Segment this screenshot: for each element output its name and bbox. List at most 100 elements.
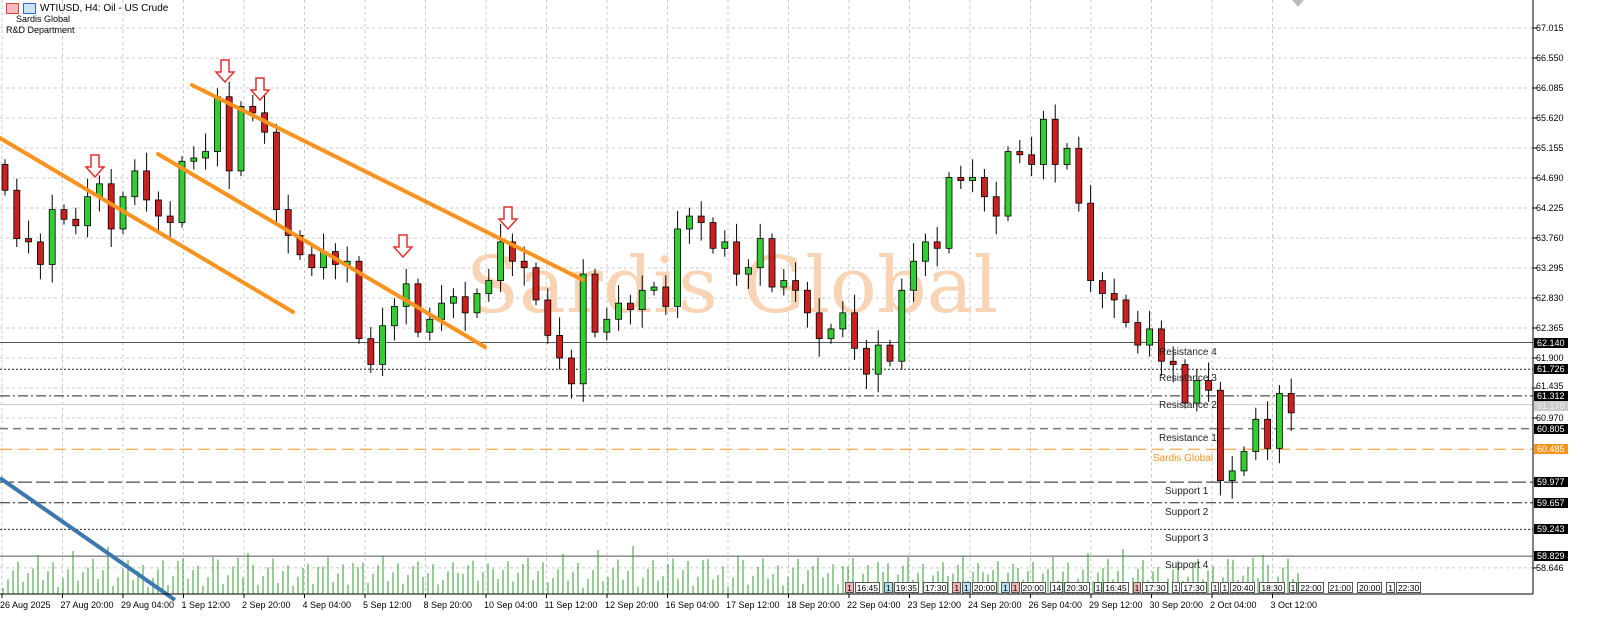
level-label: Resistance 1 [1159, 432, 1217, 444]
candle [497, 223, 505, 293]
candle-body [556, 335, 563, 359]
candle [638, 275, 646, 328]
time-marker[interactable]: 1 17:30 [1171, 582, 1207, 593]
time-marker-flag: 1 [1132, 582, 1142, 593]
time-marker-flag: 1 [884, 582, 893, 593]
time-marker[interactable]: 1 22:00 [1288, 582, 1324, 593]
chart-type-icon[interactable] [23, 3, 36, 14]
level-price-label: 59.977 [1534, 477, 1568, 488]
time-marker[interactable]: 1 22:30 [1386, 582, 1422, 593]
candle [815, 298, 823, 357]
candle-body [237, 105, 245, 172]
candle [556, 317, 563, 370]
candle [1028, 136, 1035, 177]
candle-body [957, 176, 965, 181]
candle-body [804, 289, 811, 314]
time-marker-flag: 1 [1386, 582, 1395, 593]
candle-body [426, 318, 434, 333]
y-tick-label: 60.970 [1536, 413, 1564, 423]
candle-body [568, 357, 575, 385]
level-price-label: 59.243 [1534, 524, 1568, 535]
trendline [190, 83, 585, 282]
indicator-list-icon[interactable] [6, 3, 19, 14]
candle-body [933, 241, 941, 249]
candle [461, 281, 469, 331]
blue-trendline [0, 476, 177, 602]
candle [863, 339, 870, 389]
y-tick-label: 64.225 [1536, 203, 1564, 213]
candle-body [355, 260, 363, 340]
x-tick-label: 22 Sep 04:00 [847, 600, 901, 610]
candle-body [402, 283, 410, 307]
candle [237, 101, 245, 177]
time-marker[interactable]: 1 16:45 [845, 582, 881, 593]
candle-body [922, 241, 929, 262]
candle-body [190, 157, 198, 162]
candle-body [1099, 280, 1106, 294]
candle-body [178, 160, 186, 223]
candle-body [615, 302, 622, 320]
candle-body [886, 344, 894, 362]
level-label: Support 4 [1165, 560, 1209, 572]
candle-body [390, 305, 398, 327]
candle [190, 146, 198, 170]
candle-body [461, 296, 469, 314]
candle-body [1063, 147, 1071, 165]
level-label: Support 1 [1165, 486, 1209, 498]
time-marker[interactable]: 20:00 [1356, 582, 1383, 593]
candle [1087, 185, 1094, 293]
y-tick-label: 62.830 [1536, 293, 1564, 303]
candle-body [721, 241, 729, 249]
time-marker-time: 19:35 [893, 582, 920, 593]
x-tick-label: 18 Sep 20:00 [786, 600, 841, 610]
candle-body [863, 347, 870, 375]
candle-body [1075, 147, 1083, 204]
candle-body [379, 325, 387, 365]
candle-body [992, 196, 1000, 217]
x-tick-label: 4 Sep 04:00 [302, 600, 352, 610]
company-name: Sardis Global [16, 14, 71, 24]
time-marker-time: 20:00 [1020, 582, 1046, 593]
time-marker[interactable]: 1 1 20:00 [952, 582, 998, 593]
candle [827, 323, 835, 344]
level-price-label: 61.726 [1534, 364, 1568, 375]
time-marker-flag: 1 [1093, 582, 1103, 593]
level-price-label: 61.178 [1534, 400, 1568, 411]
candle [308, 243, 316, 277]
candle-body [1051, 118, 1059, 165]
candle-body [213, 96, 221, 152]
time-marker[interactable]: 17:30 [923, 582, 949, 593]
time-marker-time: 17:30 [1142, 582, 1168, 593]
time-marker[interactable]: 1 16:45 [1093, 582, 1129, 593]
candle [13, 178, 21, 248]
time-marker[interactable]: 1 19:35 [884, 582, 920, 593]
candle-body [143, 170, 151, 201]
candle-body [13, 189, 21, 240]
level-label: Sardis Global [1153, 453, 1214, 465]
time-marker[interactable]: 1 17:30 [1132, 582, 1168, 593]
candle [922, 233, 929, 277]
candle [886, 339, 894, 367]
time-marker[interactable]: 14 20:30 [1049, 582, 1090, 593]
time-marker[interactable]: 21:00 [1327, 582, 1353, 593]
candle-body [674, 228, 681, 307]
time-marker[interactable]: 1 1 20:00 [1001, 582, 1046, 593]
candle [1004, 146, 1012, 222]
candle-body [1287, 393, 1295, 414]
down-arrow-icon [84, 154, 106, 179]
candle-body [1193, 380, 1201, 404]
x-tick-label: 26 Aug 2025 [0, 600, 51, 610]
candle-body [1276, 393, 1283, 449]
candle [1276, 385, 1283, 464]
candle-body [202, 151, 210, 159]
time-marker[interactable]: 1 1 20:40 [1210, 582, 1256, 593]
time-marker[interactable]: 18:30 [1259, 582, 1285, 593]
candle [1264, 401, 1271, 460]
candle-body [308, 254, 316, 269]
candle-body [1004, 151, 1012, 217]
candle [1040, 110, 1047, 180]
candle-body [367, 338, 375, 365]
candle [508, 233, 516, 277]
candle-body [662, 286, 670, 307]
